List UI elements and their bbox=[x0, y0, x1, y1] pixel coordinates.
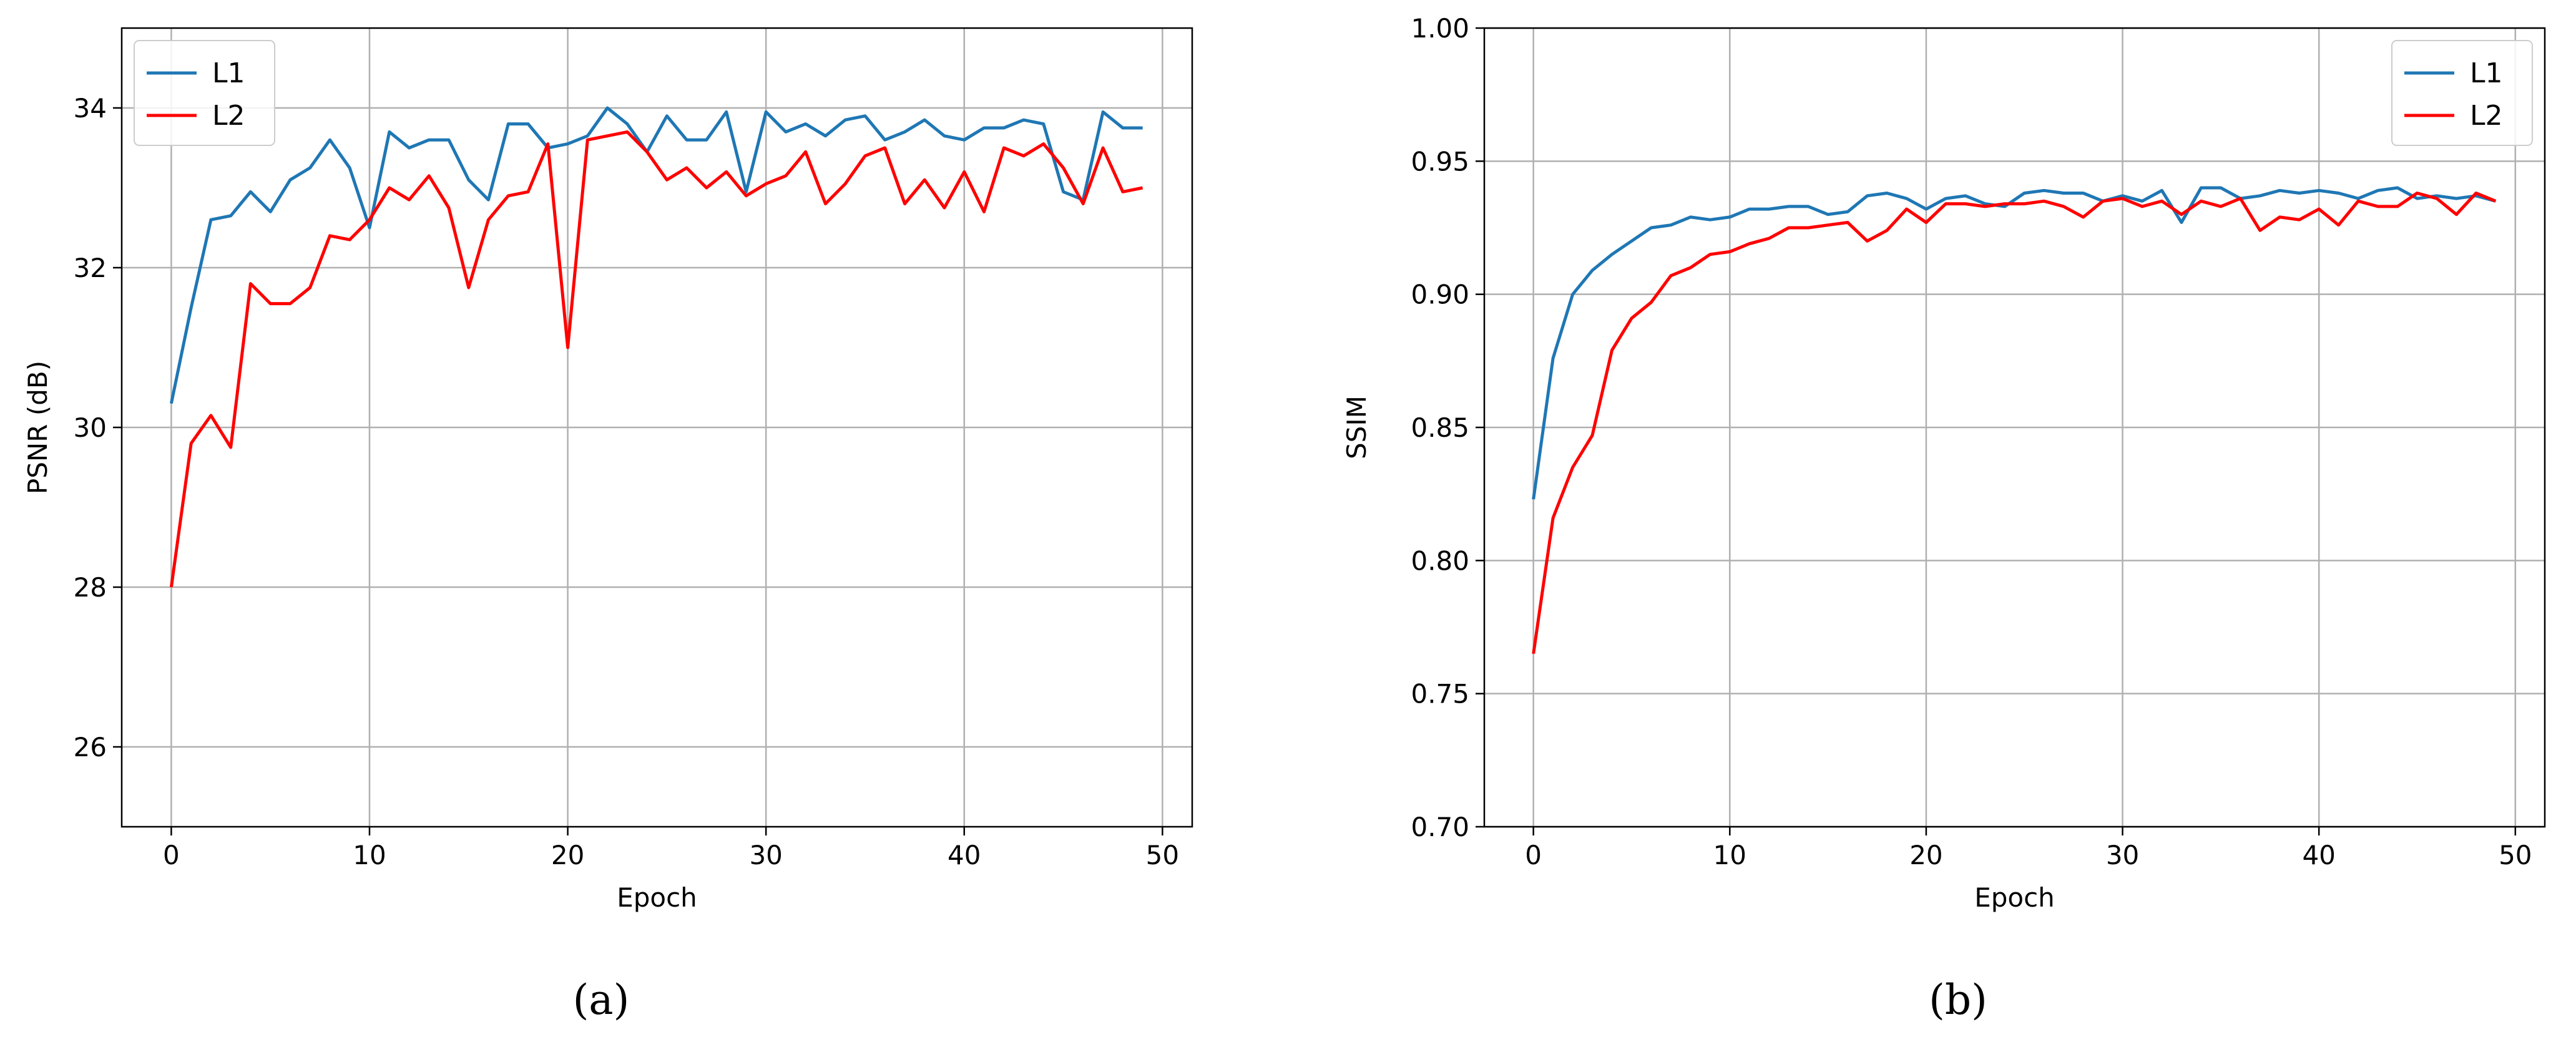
series-line-l2 bbox=[1532, 192, 2497, 655]
x-ticks: 0 10 20 30 40 50 bbox=[1525, 827, 2532, 870]
y-tick-label: 30 bbox=[74, 412, 107, 443]
x-tick-label: 50 bbox=[1146, 840, 1179, 870]
x-tick-label: 0 bbox=[163, 840, 180, 870]
y-tick-label: 0.70 bbox=[1411, 812, 1469, 842]
y-ticks: 26 28 30 32 34 bbox=[74, 93, 122, 762]
x-tick-label: 40 bbox=[948, 840, 981, 870]
x-tick-label: 20 bbox=[551, 840, 584, 870]
series-line-l2 bbox=[169, 130, 1144, 588]
grid-lines bbox=[122, 28, 1192, 827]
series-lines bbox=[1532, 186, 2497, 655]
x-tick-label: 20 bbox=[1909, 840, 1942, 870]
x-tick-label: 50 bbox=[2499, 840, 2532, 870]
legend-label-l2: L2 bbox=[212, 100, 245, 132]
x-tick-label: 40 bbox=[2302, 840, 2335, 870]
x-tick-label: 30 bbox=[2106, 840, 2139, 870]
y-tick-label: 0.85 bbox=[1411, 412, 1469, 443]
series-line-l1 bbox=[1532, 186, 2496, 500]
x-tick-label: 10 bbox=[1713, 840, 1746, 870]
y-tick-label: 34 bbox=[74, 93, 107, 124]
x-axis-label: Epoch bbox=[617, 882, 697, 913]
y-tick-label: 28 bbox=[74, 572, 107, 603]
y-axis-label: SSIM bbox=[1341, 396, 1372, 459]
y-tick-label: 0.90 bbox=[1411, 280, 1469, 310]
legend-label-l2: L2 bbox=[2470, 100, 2503, 132]
y-tick-label: 0.80 bbox=[1411, 545, 1469, 576]
x-ticks: 0 10 20 30 40 50 bbox=[163, 827, 1179, 870]
caption-b: (b) bbox=[1929, 976, 1987, 1024]
legend-box bbox=[2391, 40, 2533, 146]
legend-label-l1: L1 bbox=[212, 57, 245, 89]
y-tick-label: 0.95 bbox=[1411, 146, 1469, 177]
y-ticks: 0.70 0.75 0.80 0.85 0.90 0.95 1.00 bbox=[1411, 13, 1484, 842]
legend: L1 L2 bbox=[2391, 40, 2533, 146]
series-line-l1 bbox=[169, 106, 1143, 404]
y-tick-label: 1.00 bbox=[1411, 13, 1469, 44]
chart-panel-ssim: 0 10 20 30 40 50 0.70 0.75 0.80 0.85 0.90 0.95 1.00… bbox=[1341, 13, 2546, 913]
x-axis-label: Epoch bbox=[1974, 882, 2055, 913]
x-tick-label: 10 bbox=[353, 840, 386, 870]
y-axis-label: PSNR (dB) bbox=[22, 361, 53, 494]
caption-a: (a) bbox=[573, 976, 630, 1024]
legend-box bbox=[134, 40, 275, 146]
series-lines bbox=[169, 106, 1144, 588]
legend: L1 L2 bbox=[134, 40, 275, 146]
y-tick-label: 32 bbox=[74, 253, 107, 283]
y-tick-label: 0.75 bbox=[1411, 679, 1469, 709]
x-tick-label: 30 bbox=[749, 840, 782, 870]
grid-lines bbox=[1484, 27, 2545, 828]
x-tick-label: 0 bbox=[1525, 840, 1542, 870]
chart-panel-psnr: 0 10 20 30 40 50 26 28 30 32 34 Epoch PSNR (dB) L… bbox=[22, 27, 1193, 913]
legend-label-l1: L1 bbox=[2470, 57, 2503, 89]
y-tick-label: 26 bbox=[74, 732, 107, 762]
